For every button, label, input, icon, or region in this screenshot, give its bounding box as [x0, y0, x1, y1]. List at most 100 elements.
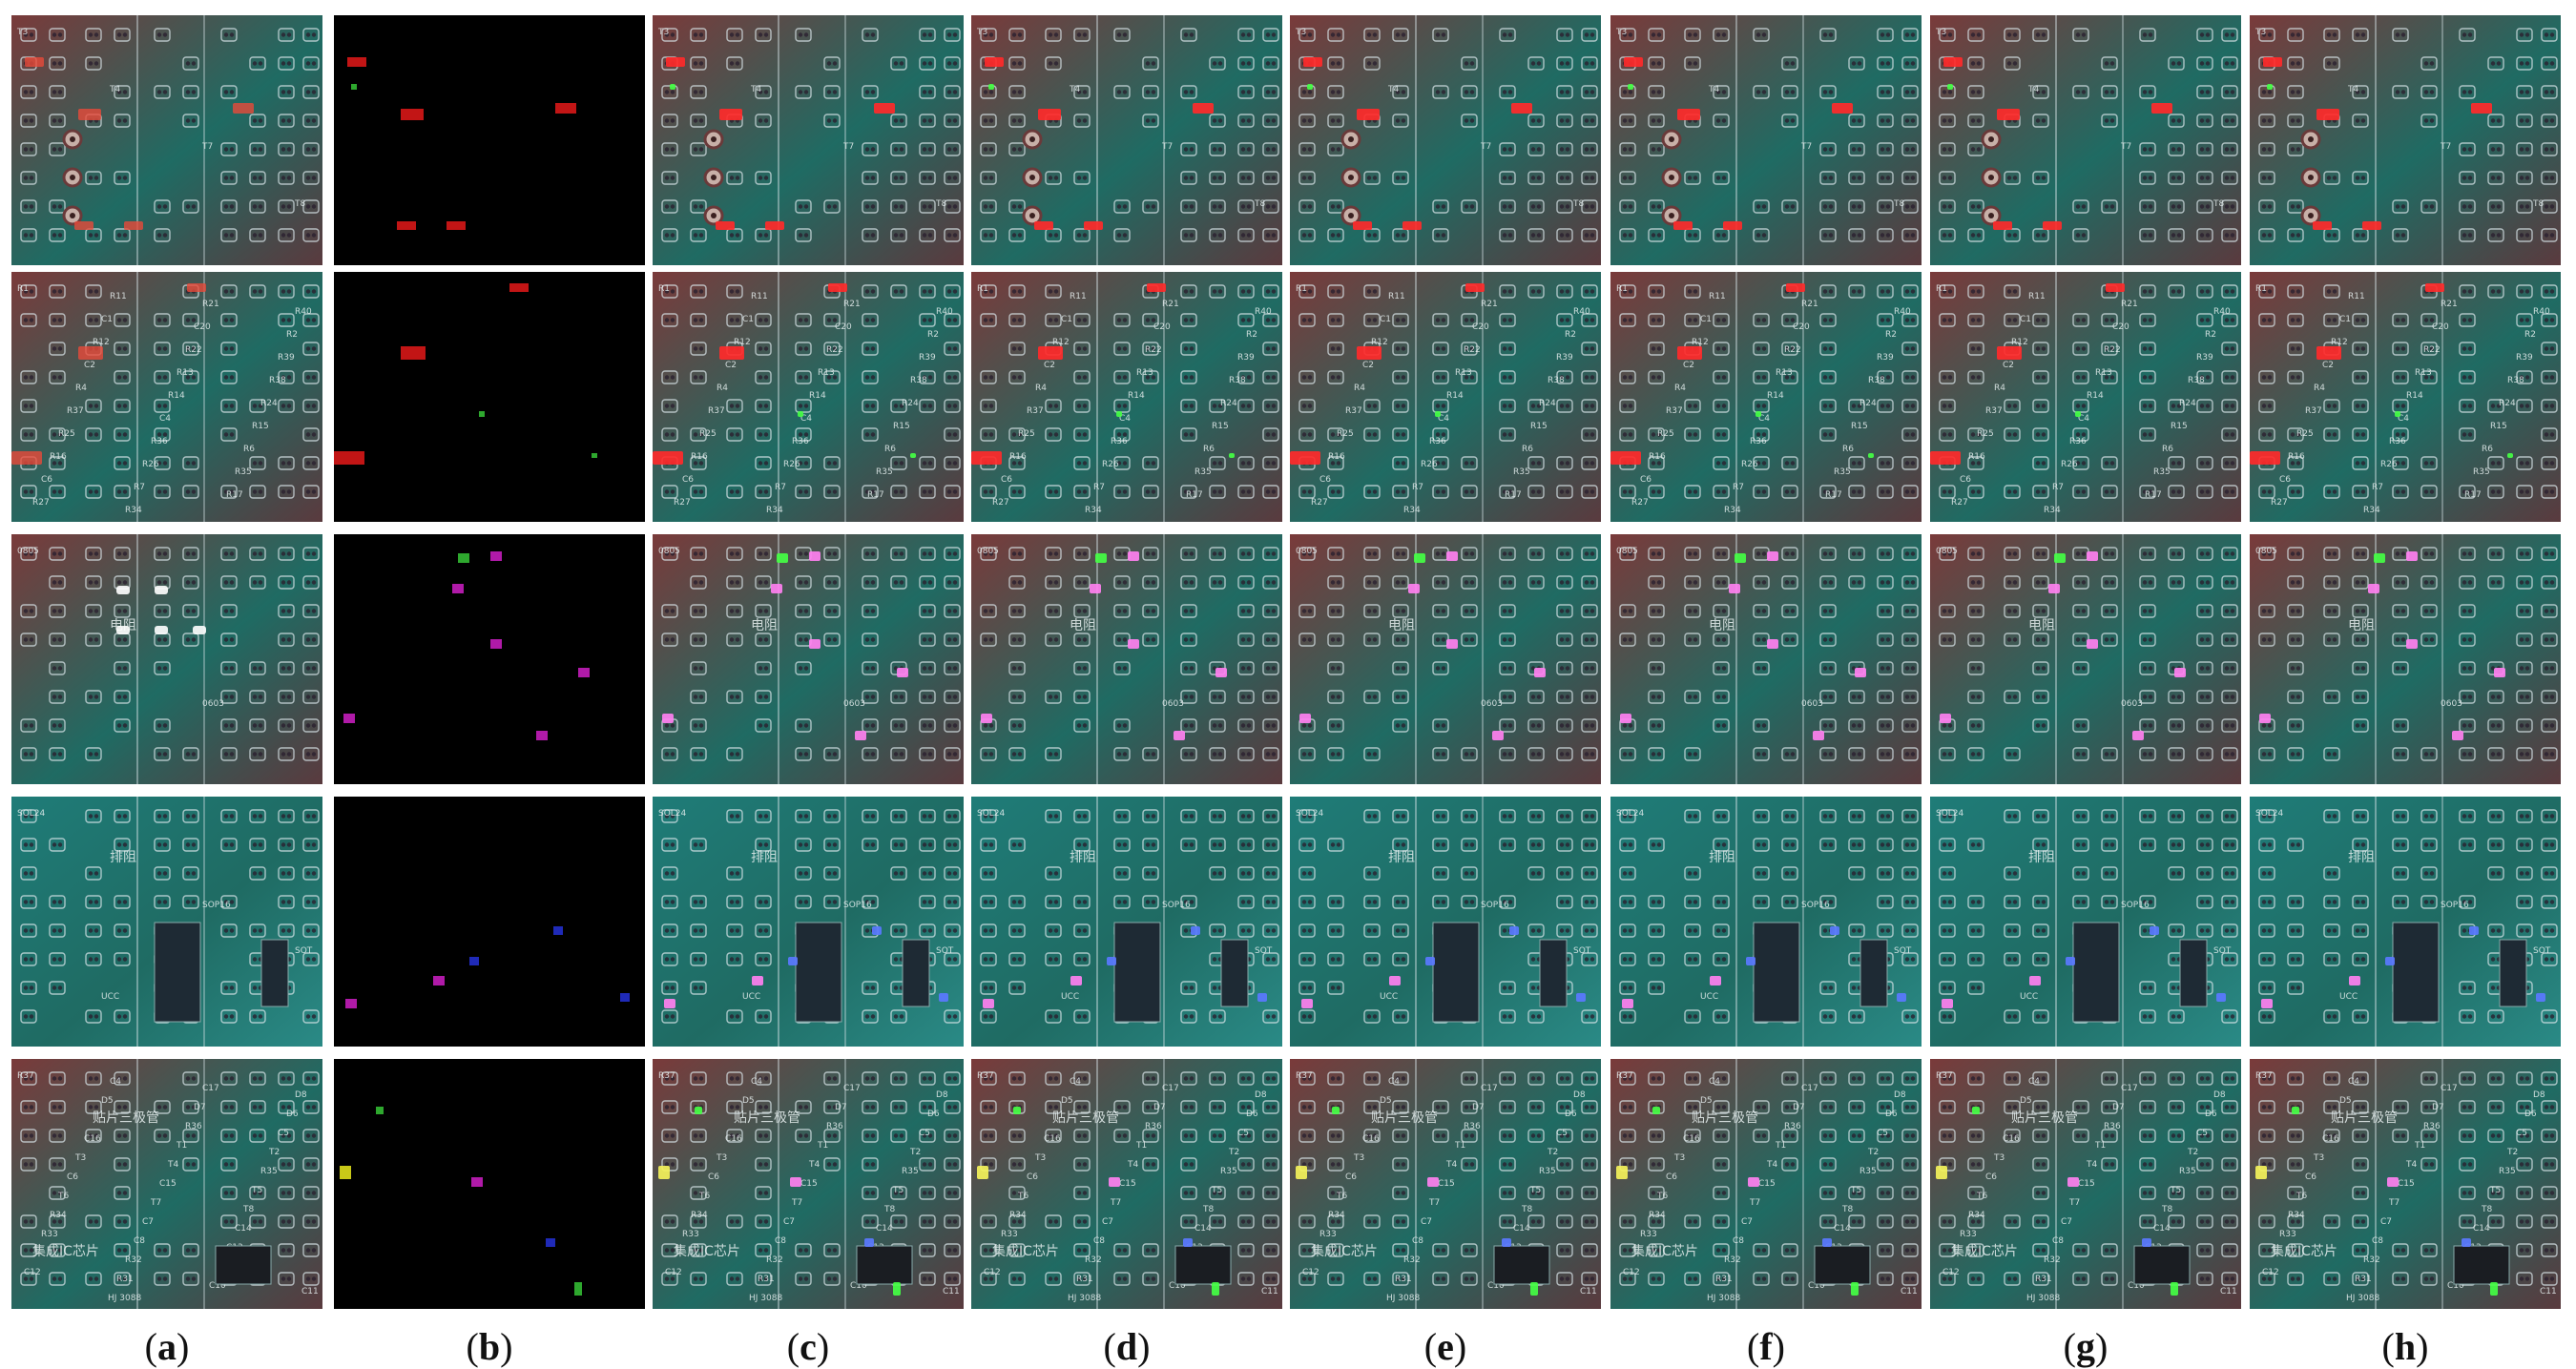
board-silkscreen-label: R33 — [1001, 1230, 1018, 1239]
board-silkscreen-label: R35 — [1195, 467, 1212, 477]
pcb-pad — [2287, 575, 2304, 590]
pcb-pad — [1045, 171, 1062, 185]
board-silkscreen-label: C20 — [2432, 322, 2449, 332]
pcb-pad — [890, 199, 907, 214]
board-silkscreen-label: T7 — [791, 1198, 802, 1208]
pcb-pad — [1901, 952, 1919, 966]
board-silkscreen-label: R22 — [826, 345, 843, 355]
pcb-pad — [1556, 1129, 1573, 1143]
pcb-pad — [2168, 456, 2185, 470]
pcb-pad — [2459, 85, 2476, 99]
pcb-pad — [1045, 547, 1062, 561]
pcb-pad — [1363, 485, 1381, 499]
board-silkscreen-label: R7 — [2052, 483, 2064, 492]
pcb-pad — [2487, 575, 2504, 590]
pcb-pad — [1461, 342, 1478, 356]
pcb-pad — [1781, 866, 1798, 881]
board-silkscreen-label: T8 — [1254, 199, 1265, 209]
board-silkscreen-label: T6 — [57, 1192, 69, 1201]
board-silkscreen-label: R34 — [1009, 1211, 1027, 1220]
pcb-pad — [1045, 895, 1062, 909]
pcb-pad — [20, 1272, 37, 1286]
pcb-pad — [2258, 547, 2275, 561]
pcb-pad — [1967, 142, 1984, 156]
pcb-pad — [1848, 690, 1865, 704]
pcb-pad — [2541, 228, 2558, 242]
detected-defect — [2267, 84, 2273, 90]
pcb-pad — [2287, 199, 2304, 214]
pcb-pad — [278, 1243, 295, 1257]
pcb-pad — [2459, 199, 2476, 214]
pcb-pad — [1619, 895, 1636, 909]
pcb-pad — [890, 1100, 907, 1114]
board-silkscreen-label: R38 — [2507, 376, 2524, 385]
pcb-pad — [1713, 895, 1730, 909]
board-silkscreen-label: T6 — [2296, 1192, 2307, 1201]
board-silkscreen-label: C1 — [1380, 315, 1391, 324]
pcb-pad — [2459, 718, 2476, 733]
pcb-pad — [1209, 399, 1226, 413]
pcb-pad — [2168, 547, 2185, 561]
pcb-pad — [1113, 456, 1131, 470]
pcb-pad — [2139, 809, 2156, 823]
board-silkscreen-label: R24 — [1220, 399, 1237, 408]
pcb-pad — [1713, 718, 1730, 733]
pcb-pad — [919, 114, 936, 128]
board-silkscreen-label: R22 — [1464, 345, 1481, 355]
pcb-pad — [2072, 895, 2089, 909]
pcb-pad — [2516, 456, 2533, 470]
pcb-pad — [2139, 895, 2156, 909]
pcb-pad — [919, 923, 936, 938]
board-silkscreen-label: C17 — [1162, 1084, 1179, 1093]
pcb-pad — [1262, 142, 1279, 156]
result-image-tile: T3 T4 T7 T8 — [1610, 15, 1922, 265]
pcb-pad — [1461, 809, 1478, 823]
pcb-pad — [980, 604, 997, 618]
detected-defect — [1622, 999, 1633, 1008]
pcb-pad — [2196, 56, 2213, 71]
pcb-pad — [2168, 228, 2185, 242]
pcb-pad — [2196, 114, 2213, 128]
pcb-pad — [1113, 661, 1131, 675]
pcb-pad — [823, 114, 841, 128]
pcb-pad — [2139, 1100, 2156, 1114]
pcb-pad — [302, 85, 320, 99]
board-silkscreen-label: R39 — [1877, 353, 1894, 363]
pcb-pad — [2541, 661, 2558, 675]
board-silkscreen-label: C4 — [1119, 414, 1131, 424]
pcb-pad — [1556, 284, 1573, 299]
pcb-pad — [1008, 1129, 1026, 1143]
pcb-pad — [2258, 228, 2275, 242]
pcb-pad — [1008, 1186, 1026, 1200]
pcb-pad — [919, 313, 936, 327]
pcb-pad — [1527, 547, 1545, 561]
pcb-pad — [755, 1243, 772, 1257]
pcb-pad — [154, 718, 171, 733]
board-silkscreen-label: R26 — [783, 460, 800, 469]
board-silkscreen-label: R11 — [1388, 292, 1405, 301]
pcb-pad — [1499, 85, 1516, 99]
pcb-pad — [1848, 1186, 1865, 1200]
board-silkscreen-label: T7 — [1161, 142, 1173, 152]
pcb-pad — [755, 604, 772, 618]
detected-defect — [765, 221, 784, 230]
pcb-pad — [114, 1157, 131, 1172]
pcb-pad — [278, 547, 295, 561]
pcb-pad — [1327, 575, 1344, 590]
pcb-pad — [154, 1243, 171, 1257]
board-silkscreen-label: T7 — [2440, 142, 2451, 152]
board-silkscreen-label: R35 — [2153, 467, 2171, 477]
board-silkscreen-label: T4 — [1708, 85, 1719, 94]
defect-mask-region — [345, 999, 357, 1008]
pcb-pad — [1045, 228, 1062, 242]
board-silkscreen-label: R34 — [50, 1211, 67, 1220]
pcb-pad — [755, 690, 772, 704]
pcb-pad — [1363, 1009, 1381, 1024]
pcb-pad — [2258, 604, 2275, 618]
detected-defect — [1357, 346, 1381, 360]
pcb-pad — [2101, 1100, 2118, 1114]
pcb-pad — [690, 342, 707, 356]
pcb-pad — [2287, 485, 2304, 499]
board-silkscreen-label: R1 — [2255, 284, 2267, 294]
